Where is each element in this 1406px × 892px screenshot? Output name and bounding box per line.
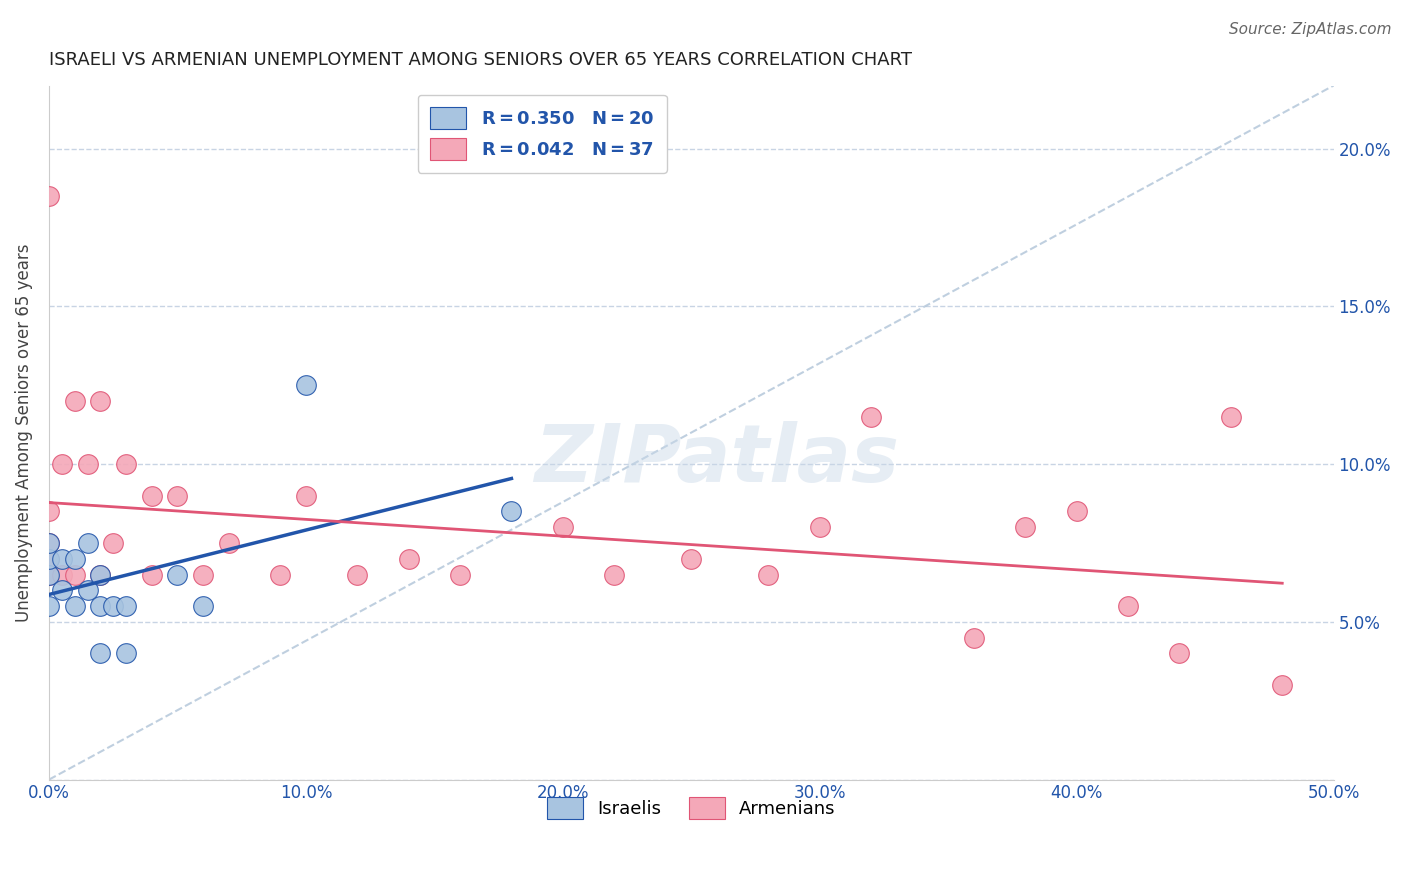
Point bbox=[603, 567, 626, 582]
Point bbox=[808, 520, 831, 534]
Point bbox=[89, 599, 111, 613]
Point bbox=[449, 567, 471, 582]
Point bbox=[166, 489, 188, 503]
Point bbox=[38, 189, 60, 203]
Point bbox=[1271, 678, 1294, 692]
Point bbox=[115, 457, 138, 471]
Point bbox=[63, 567, 86, 582]
Point bbox=[398, 551, 420, 566]
Point bbox=[76, 457, 98, 471]
Point bbox=[501, 504, 523, 518]
Point bbox=[191, 567, 214, 582]
Point bbox=[63, 599, 86, 613]
Point bbox=[1014, 520, 1036, 534]
Point bbox=[191, 599, 214, 613]
Point bbox=[89, 394, 111, 409]
Point bbox=[860, 409, 883, 424]
Point bbox=[218, 536, 240, 550]
Text: Source: ZipAtlas.com: Source: ZipAtlas.com bbox=[1229, 22, 1392, 37]
Point bbox=[38, 536, 60, 550]
Point bbox=[115, 599, 138, 613]
Y-axis label: Unemployment Among Seniors over 65 years: Unemployment Among Seniors over 65 years bbox=[15, 244, 32, 622]
Text: ISRAELI VS ARMENIAN UNEMPLOYMENT AMONG SENIORS OVER 65 YEARS CORRELATION CHART: ISRAELI VS ARMENIAN UNEMPLOYMENT AMONG S… bbox=[49, 51, 912, 69]
Point bbox=[63, 551, 86, 566]
Point bbox=[76, 583, 98, 598]
Text: ZIPatlas: ZIPatlas bbox=[534, 421, 900, 500]
Point bbox=[269, 567, 291, 582]
Point bbox=[1066, 504, 1088, 518]
Point bbox=[38, 551, 60, 566]
Point bbox=[758, 567, 780, 582]
Point bbox=[38, 551, 60, 566]
Point bbox=[51, 583, 73, 598]
Point bbox=[963, 631, 986, 645]
Point bbox=[551, 520, 574, 534]
Point bbox=[166, 567, 188, 582]
Point bbox=[63, 394, 86, 409]
Point bbox=[38, 504, 60, 518]
Point bbox=[51, 457, 73, 471]
Point bbox=[38, 567, 60, 582]
Point bbox=[103, 599, 125, 613]
Point bbox=[38, 567, 60, 582]
Point bbox=[1116, 599, 1139, 613]
Point bbox=[681, 551, 703, 566]
Point bbox=[51, 551, 73, 566]
Point bbox=[346, 567, 368, 582]
Point bbox=[1168, 647, 1191, 661]
Point bbox=[89, 567, 111, 582]
Point bbox=[89, 567, 111, 582]
Point bbox=[38, 599, 60, 613]
Point bbox=[141, 489, 163, 503]
Point bbox=[38, 536, 60, 550]
Point bbox=[295, 378, 318, 392]
Legend: Israelis, Armenians: Israelis, Armenians bbox=[533, 782, 851, 833]
Point bbox=[76, 536, 98, 550]
Point bbox=[1219, 409, 1241, 424]
Point bbox=[51, 567, 73, 582]
Point bbox=[103, 536, 125, 550]
Point bbox=[115, 647, 138, 661]
Point bbox=[141, 567, 163, 582]
Point bbox=[89, 647, 111, 661]
Point bbox=[295, 489, 318, 503]
